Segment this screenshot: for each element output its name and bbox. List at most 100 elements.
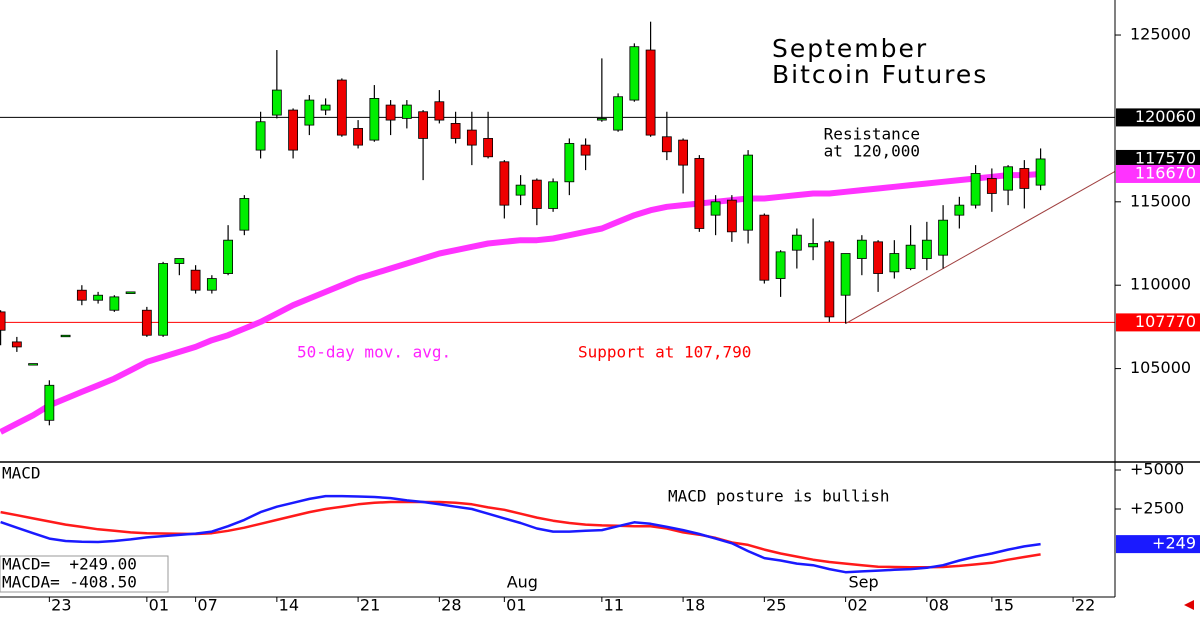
candle-body bbox=[483, 138, 494, 158]
x-tick-label: 08 bbox=[929, 596, 949, 615]
candle-body bbox=[304, 99, 315, 126]
candle-body bbox=[206, 278, 217, 291]
candle-body bbox=[288, 109, 299, 151]
chart-title: September bbox=[772, 34, 928, 63]
x-tick-label: 01 bbox=[506, 596, 526, 615]
y-tick-label: 115000 bbox=[1130, 191, 1191, 210]
candle-body bbox=[791, 234, 802, 251]
x-tick-label: 28 bbox=[441, 596, 461, 615]
x-tick-label: 21 bbox=[360, 596, 380, 615]
value-box bbox=[1116, 313, 1200, 332]
x-tick-label: 02 bbox=[847, 596, 867, 615]
candle-body bbox=[613, 96, 623, 131]
x-tick-label: 25 bbox=[766, 596, 786, 615]
candle-body bbox=[808, 243, 818, 248]
candle-body bbox=[239, 198, 250, 231]
x-tick-label: 14 bbox=[279, 596, 299, 615]
candle-body bbox=[255, 121, 266, 151]
candle-body bbox=[824, 241, 835, 318]
x-tick-label: 23 bbox=[51, 596, 71, 615]
macd-line bbox=[0, 500, 1041, 569]
value-box bbox=[1116, 535, 1200, 554]
candle-body bbox=[905, 244, 916, 269]
x-tick-label: 18 bbox=[685, 596, 705, 615]
candle-body bbox=[174, 258, 185, 264]
x-tick-label: 01 bbox=[149, 596, 169, 615]
y-tick-label: +5000 bbox=[1130, 460, 1184, 479]
candle-body bbox=[125, 291, 136, 294]
value-label: 120060 bbox=[1135, 107, 1196, 126]
value-label: 116670 bbox=[1135, 163, 1196, 182]
candle-body bbox=[28, 363, 39, 366]
candle-body bbox=[629, 46, 640, 101]
panel-title: MACD bbox=[2, 464, 41, 483]
candle-body bbox=[336, 79, 347, 136]
y-tick-label: +2500 bbox=[1130, 499, 1184, 518]
candle-body bbox=[434, 101, 445, 121]
candle-body bbox=[60, 334, 71, 338]
value-box bbox=[1116, 149, 1200, 168]
x-tick-label: 11 bbox=[604, 596, 624, 615]
candle-body bbox=[11, 341, 22, 348]
annotation: Support at 107,790 bbox=[578, 343, 751, 362]
candle-body bbox=[889, 253, 900, 273]
candle-body bbox=[694, 158, 705, 229]
candle-body bbox=[710, 201, 721, 216]
candle-body bbox=[678, 139, 688, 166]
x-tick-label: 07 bbox=[197, 596, 217, 615]
candle-body bbox=[548, 181, 558, 209]
candle-body bbox=[661, 136, 672, 153]
candle-body bbox=[515, 184, 526, 196]
candle-body bbox=[840, 253, 851, 296]
month-label: Sep bbox=[849, 573, 879, 592]
value-box bbox=[1116, 108, 1200, 127]
candle-body bbox=[1035, 158, 1046, 186]
candle-body bbox=[499, 161, 510, 206]
candle-body bbox=[223, 239, 234, 274]
candle-body bbox=[596, 118, 607, 121]
candle-body bbox=[0, 311, 6, 331]
annotation: MACD posture is bullish bbox=[668, 487, 890, 506]
candle-body bbox=[369, 98, 380, 141]
candle-body bbox=[271, 89, 282, 116]
y-tick-label: 125000 bbox=[1130, 25, 1191, 44]
candle-body bbox=[986, 178, 997, 194]
y-tick-label: 110000 bbox=[1130, 275, 1191, 294]
trendline bbox=[845, 171, 1116, 325]
candle-body bbox=[645, 49, 656, 136]
x-tick-label: 22 bbox=[1075, 596, 1095, 615]
candle-body bbox=[466, 129, 477, 146]
candle-body bbox=[109, 296, 120, 311]
candle-body bbox=[401, 104, 412, 119]
plot-layer bbox=[0, 21, 1116, 574]
candle-body bbox=[954, 204, 965, 216]
candle-body bbox=[531, 179, 542, 209]
candle-body bbox=[158, 263, 169, 336]
y-tick-label: 105000 bbox=[1130, 358, 1191, 377]
candle-body bbox=[385, 104, 396, 121]
value-label: 107770 bbox=[1135, 312, 1196, 331]
annotation: at 120,000 bbox=[824, 142, 920, 161]
candle-body bbox=[320, 104, 331, 111]
candle-body bbox=[580, 144, 591, 156]
readout: MACD= +249.00 bbox=[2, 555, 137, 574]
x-tick-label: 15 bbox=[994, 596, 1014, 615]
candle-body bbox=[743, 154, 753, 231]
value-label: +249 bbox=[1152, 534, 1196, 553]
macd-line bbox=[0, 494, 1041, 574]
candle-body bbox=[726, 199, 737, 233]
readout: MACDA= -408.50 bbox=[2, 573, 137, 592]
value-label: 117570 bbox=[1135, 148, 1196, 167]
candle-body bbox=[76, 289, 87, 301]
candle-body bbox=[775, 251, 786, 279]
candle-body bbox=[1019, 168, 1030, 189]
candle-body bbox=[93, 294, 103, 301]
scroll-arrow[interactable] bbox=[1184, 600, 1194, 610]
candle-body bbox=[190, 269, 201, 291]
candle-body bbox=[44, 384, 55, 421]
month-label: Aug bbox=[507, 573, 538, 592]
annotation: 50-day mov. avg. bbox=[297, 343, 451, 362]
candle-body bbox=[970, 173, 981, 206]
